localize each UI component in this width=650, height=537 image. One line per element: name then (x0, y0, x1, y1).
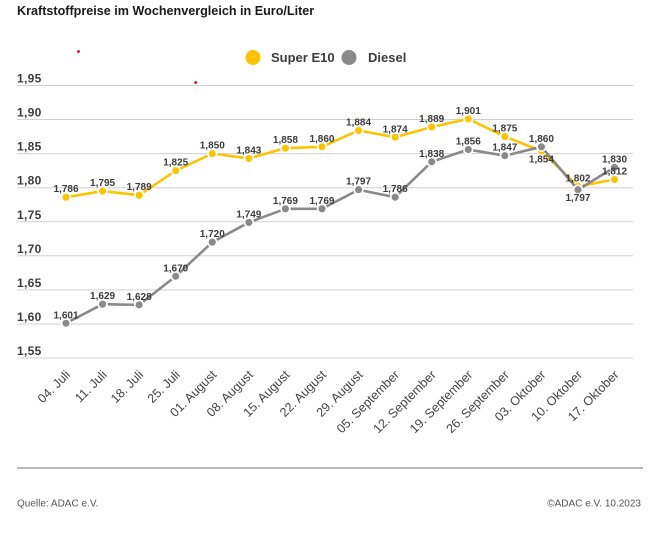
svg-text:1,80: 1,80 (17, 174, 42, 188)
svg-text:1,802: 1,802 (565, 173, 590, 184)
svg-text:1,55: 1,55 (17, 344, 42, 358)
svg-text:1,860: 1,860 (309, 134, 334, 145)
svg-text:1,795: 1,795 (90, 178, 115, 189)
svg-text:1,786: 1,786 (53, 184, 78, 195)
svg-text:1,856: 1,856 (456, 137, 481, 148)
svg-text:1,85: 1,85 (17, 140, 42, 154)
svg-text:©ADAC e.V. 10.2023: ©ADAC e.V. 10.2023 (547, 499, 641, 510)
svg-text:1,854: 1,854 (529, 154, 554, 165)
svg-text:Quelle: ADAC e.V.: Quelle: ADAC e.V. (17, 499, 98, 510)
svg-text:1,850: 1,850 (200, 141, 225, 152)
svg-text:Diesel: Diesel (368, 50, 406, 65)
svg-text:1,901: 1,901 (456, 106, 481, 117)
svg-text:1,720: 1,720 (200, 229, 225, 240)
svg-text:1,797: 1,797 (346, 177, 371, 188)
svg-text:1,65: 1,65 (17, 276, 42, 290)
svg-text:1,838: 1,838 (419, 149, 444, 160)
svg-text:1,830: 1,830 (602, 154, 627, 165)
svg-text:1,786: 1,786 (383, 184, 408, 195)
svg-text:1,60: 1,60 (17, 310, 42, 324)
svg-text:1,889: 1,889 (419, 114, 444, 125)
svg-text:1,858: 1,858 (273, 135, 298, 146)
svg-text:1,884: 1,884 (346, 117, 371, 128)
svg-text:1,825: 1,825 (163, 158, 188, 169)
svg-text:1,70: 1,70 (17, 242, 42, 256)
svg-text:1,812: 1,812 (602, 167, 627, 178)
svg-text:1,670: 1,670 (163, 263, 188, 274)
svg-text:1,75: 1,75 (17, 208, 42, 222)
svg-text:1,860: 1,860 (529, 134, 554, 145)
svg-text:1,875: 1,875 (492, 124, 517, 135)
svg-text:1,95: 1,95 (17, 72, 42, 86)
svg-text:1,769: 1,769 (273, 196, 298, 207)
svg-text:1,847: 1,847 (492, 143, 517, 154)
svg-text:1,601: 1,601 (53, 310, 78, 321)
svg-text:1,797: 1,797 (565, 193, 590, 204)
svg-text:Kraftstoffpreise im Wochenverg: Kraftstoffpreise im Wochenvergleich in E… (17, 4, 314, 18)
svg-text:1,90: 1,90 (17, 106, 42, 120)
svg-text:1,749: 1,749 (236, 209, 261, 220)
svg-text:1,789: 1,789 (127, 182, 152, 193)
svg-text:1,629: 1,629 (90, 291, 115, 302)
svg-text:1,843: 1,843 (236, 145, 261, 156)
svg-text:1,769: 1,769 (309, 196, 334, 207)
svg-text:1,874: 1,874 (383, 124, 408, 135)
svg-text:Super E10: Super E10 (271, 50, 335, 65)
svg-text:1,628: 1,628 (127, 292, 152, 303)
